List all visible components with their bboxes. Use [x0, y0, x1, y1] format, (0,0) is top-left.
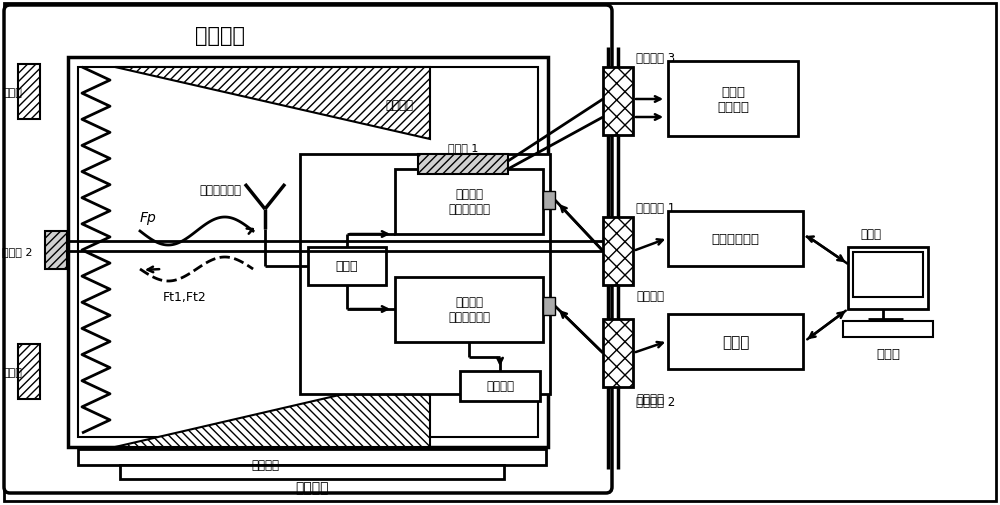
- Text: 穿墙法兰 2: 穿墙法兰 2: [636, 396, 675, 409]
- Text: 计算机: 计算机: [876, 347, 900, 360]
- Text: 固定支架: 固定支架: [295, 480, 329, 494]
- Text: 热电耦 2: 热电耦 2: [2, 246, 32, 257]
- Text: 屏蔽薄膜: 屏蔽薄膜: [251, 459, 279, 472]
- Bar: [843, 321, 933, 337]
- Bar: [460, 371, 540, 401]
- Bar: [395, 277, 543, 342]
- Bar: [668, 315, 803, 369]
- Text: Ft1,Ft2: Ft1,Ft2: [163, 291, 207, 304]
- Text: 加热片: 加热片: [2, 88, 22, 98]
- Text: 屏蔽薄膜: 屏蔽薄膜: [385, 98, 413, 111]
- Bar: [543, 297, 555, 316]
- Bar: [603, 319, 633, 387]
- Text: 穿墙法兰 1: 穿墙法兰 1: [636, 201, 675, 214]
- Text: 发射通道
（含放大器）: 发射通道 （含放大器）: [448, 188, 490, 216]
- Text: 收发共用天线: 收发共用天线: [199, 183, 241, 196]
- Bar: [45, 231, 67, 270]
- Bar: [78, 68, 538, 437]
- Bar: [18, 344, 40, 399]
- Bar: [668, 212, 803, 267]
- Text: 高频电缆: 高频电缆: [636, 290, 664, 303]
- Bar: [308, 247, 386, 285]
- Text: 热电耦 1: 热电耦 1: [448, 143, 478, 153]
- Polygon shape: [115, 68, 430, 140]
- Bar: [68, 58, 548, 447]
- Bar: [848, 247, 928, 310]
- Bar: [418, 155, 508, 175]
- Text: 接收通道
（含放大器）: 接收通道 （含放大器）: [448, 295, 490, 323]
- Bar: [120, 465, 504, 479]
- Bar: [78, 449, 546, 465]
- Text: 时钟线: 时钟线: [860, 228, 881, 241]
- Text: 穿墙法兰 3: 穿墙法兰 3: [636, 52, 675, 64]
- Bar: [603, 218, 633, 285]
- Bar: [853, 252, 923, 297]
- Text: 热电耦
监视设备: 热电耦 监视设备: [717, 85, 749, 113]
- Polygon shape: [115, 374, 430, 447]
- Text: 水冷负载: 水冷负载: [486, 380, 514, 393]
- Text: Fp: Fp: [140, 211, 156, 225]
- Text: 加热片: 加热片: [2, 367, 22, 377]
- Text: 双工器: 双工器: [336, 260, 358, 273]
- FancyBboxPatch shape: [4, 6, 612, 493]
- Bar: [543, 191, 555, 210]
- Bar: [668, 62, 798, 137]
- Bar: [603, 68, 633, 136]
- Bar: [18, 65, 40, 120]
- Bar: [395, 170, 543, 234]
- Text: 热真空罐: 热真空罐: [195, 26, 245, 46]
- Text: 高频电缆: 高频电缆: [636, 393, 664, 406]
- Bar: [300, 155, 550, 394]
- Text: 频谱仪: 频谱仪: [722, 334, 749, 349]
- Text: 多载波信号源: 多载波信号源: [712, 232, 760, 245]
